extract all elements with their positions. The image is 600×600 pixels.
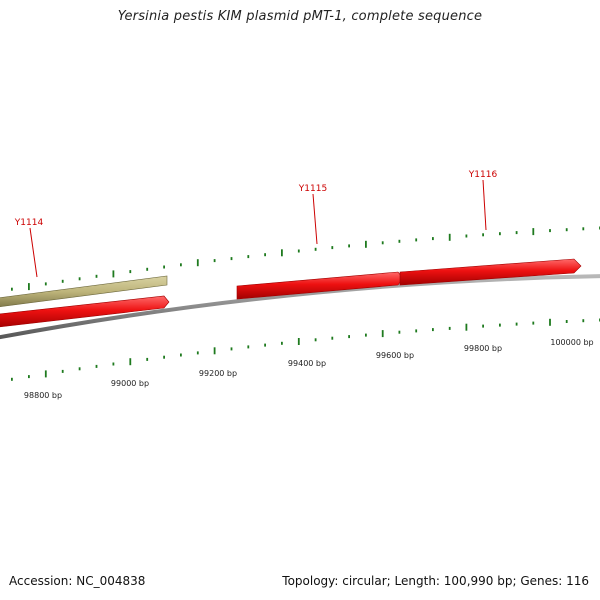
- accession-label: Accession: NC_004838: [9, 574, 146, 588]
- tick-marks: [10, 226, 600, 381]
- gene-connector-y1114: [29, 227, 38, 278]
- gene-label-y1115: Y1115: [298, 184, 327, 194]
- gene-connector-y1115: [312, 193, 318, 245]
- gene-arrow-y1116[interactable]: [399, 258, 582, 286]
- backbone-circle-arc: [0, 274, 600, 340]
- gene-arrow-y1115[interactable]: [236, 271, 404, 300]
- gene-arrow-forward-left[interactable]: [0, 295, 170, 328]
- bp-label-99600: 99600 bp: [376, 351, 414, 360]
- gene-arrow-y1114[interactable]: [0, 275, 168, 308]
- bp-label-99000: 99000 bp: [111, 379, 149, 388]
- bp-label-99800: 99800 bp: [464, 344, 502, 353]
- bp-label-100000: 100000 bp: [550, 338, 593, 347]
- map-title: Yersinia pestis KIM plasmid pMT-1, compl…: [117, 9, 483, 24]
- bp-label-99200: 99200 bp: [199, 369, 237, 378]
- gene-connector-y1116: [482, 179, 487, 231]
- gene-label-y1114: Y1114: [14, 218, 44, 228]
- gene-label-y1116: Y1116: [468, 170, 498, 180]
- bp-label-99400: 99400 bp: [288, 359, 326, 368]
- bp-label-98800: 98800 bp: [24, 391, 62, 400]
- topology-summary: Topology: circular; Length: 100,990 bp; …: [282, 574, 589, 588]
